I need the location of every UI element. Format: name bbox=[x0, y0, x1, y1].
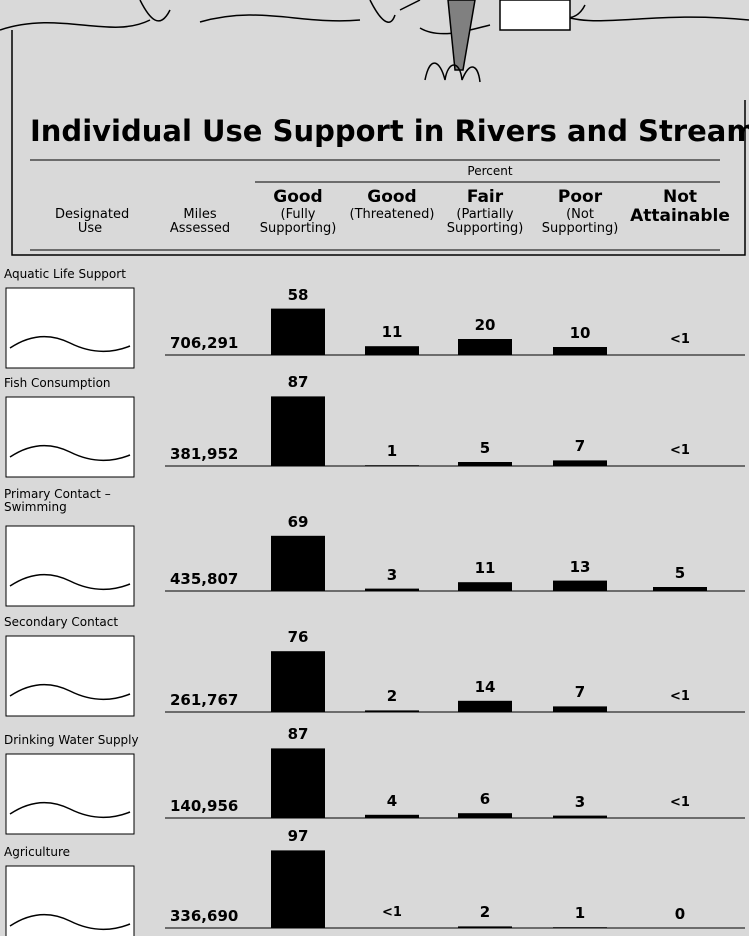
bar bbox=[553, 706, 607, 712]
bar bbox=[458, 813, 512, 818]
bar bbox=[458, 926, 512, 928]
value-label: 4 bbox=[362, 793, 422, 810]
use-icon bbox=[6, 754, 134, 834]
column-header-note: (Fully Supporting) bbox=[253, 208, 343, 237]
bar bbox=[365, 815, 419, 818]
chart-title: Individual Use Support in Rivers and Str… bbox=[30, 116, 749, 148]
value-label: 3 bbox=[362, 567, 422, 584]
value-label: <1 bbox=[362, 906, 422, 920]
bar bbox=[271, 748, 325, 818]
bar bbox=[271, 309, 325, 355]
use-icon bbox=[6, 866, 134, 936]
use-label: Aquatic Life Support bbox=[4, 268, 144, 281]
miles-assessed: 435,807 bbox=[170, 571, 238, 588]
use-icon bbox=[6, 288, 134, 368]
value-label: 69 bbox=[268, 514, 328, 531]
use-icon bbox=[6, 636, 134, 716]
bar bbox=[458, 582, 512, 591]
value-label: 7 bbox=[550, 438, 610, 455]
value-label: <1 bbox=[650, 444, 710, 458]
group-header: Percent bbox=[440, 165, 540, 178]
column-header-note: (Threatened) bbox=[347, 208, 437, 222]
bar bbox=[553, 816, 607, 818]
bar bbox=[553, 927, 607, 928]
miles-assessed: 381,952 bbox=[170, 446, 238, 463]
value-label: 76 bbox=[268, 629, 328, 646]
use-label: Drinking Water Supply bbox=[4, 734, 144, 747]
value-label: 1 bbox=[550, 905, 610, 922]
value-label: 1 bbox=[362, 443, 422, 460]
value-label: 2 bbox=[362, 688, 422, 705]
value-label: 58 bbox=[268, 287, 328, 304]
column-header-note: (Not Supporting) bbox=[535, 208, 625, 237]
bar bbox=[365, 589, 419, 591]
bar bbox=[458, 339, 512, 355]
value-label: 5 bbox=[455, 440, 515, 457]
value-label: 6 bbox=[455, 791, 515, 808]
page: Individual Use Support in Rivers and Str… bbox=[0, 0, 749, 936]
use-label: Agriculture bbox=[4, 846, 144, 859]
value-label: 14 bbox=[455, 679, 515, 696]
value-label: 11 bbox=[362, 324, 422, 341]
miles-assessed: 706,291 bbox=[170, 335, 238, 352]
value-label: <1 bbox=[650, 333, 710, 347]
value-label: 10 bbox=[550, 325, 610, 342]
bar bbox=[365, 465, 419, 466]
bar bbox=[271, 396, 325, 466]
column-header-note: (Partially Supporting) bbox=[440, 208, 530, 237]
value-label: <1 bbox=[650, 796, 710, 810]
value-label: 5 bbox=[650, 565, 710, 582]
column-header: Poor bbox=[525, 188, 635, 207]
value-label: 3 bbox=[550, 794, 610, 811]
value-label: 11 bbox=[455, 560, 515, 577]
value-label: 87 bbox=[268, 726, 328, 743]
bar bbox=[365, 346, 419, 355]
value-label: 13 bbox=[550, 559, 610, 576]
bar bbox=[458, 462, 512, 466]
value-label: 87 bbox=[268, 374, 328, 391]
miles-assessed: 261,767 bbox=[170, 692, 238, 709]
value-label: 97 bbox=[268, 828, 328, 845]
bar bbox=[271, 536, 325, 591]
miles-assessed: 140,956 bbox=[170, 798, 238, 815]
value-label: 20 bbox=[455, 317, 515, 334]
bar bbox=[553, 581, 607, 591]
use-icon bbox=[6, 397, 134, 477]
column-header: Designated Use bbox=[55, 208, 125, 237]
bar bbox=[458, 701, 512, 712]
value-label: 7 bbox=[550, 684, 610, 701]
bar bbox=[271, 651, 325, 712]
bar bbox=[653, 587, 707, 591]
column-header: Fair bbox=[430, 188, 540, 207]
bar bbox=[271, 850, 325, 928]
miles-assessed: 336,690 bbox=[170, 908, 238, 925]
value-label: 0 bbox=[650, 906, 710, 923]
use-label: Primary Contact – Swimming bbox=[4, 488, 144, 514]
column-header: Miles Assessed bbox=[165, 208, 235, 237]
value-label: <1 bbox=[650, 690, 710, 704]
bar bbox=[553, 460, 607, 466]
bar bbox=[365, 710, 419, 712]
use-icon bbox=[6, 526, 134, 606]
column-header: Not Attainable bbox=[625, 188, 735, 225]
value-label: 2 bbox=[455, 904, 515, 921]
use-label: Secondary Contact bbox=[4, 616, 144, 629]
use-label: Fish Consumption bbox=[4, 377, 144, 390]
bar bbox=[553, 347, 607, 355]
